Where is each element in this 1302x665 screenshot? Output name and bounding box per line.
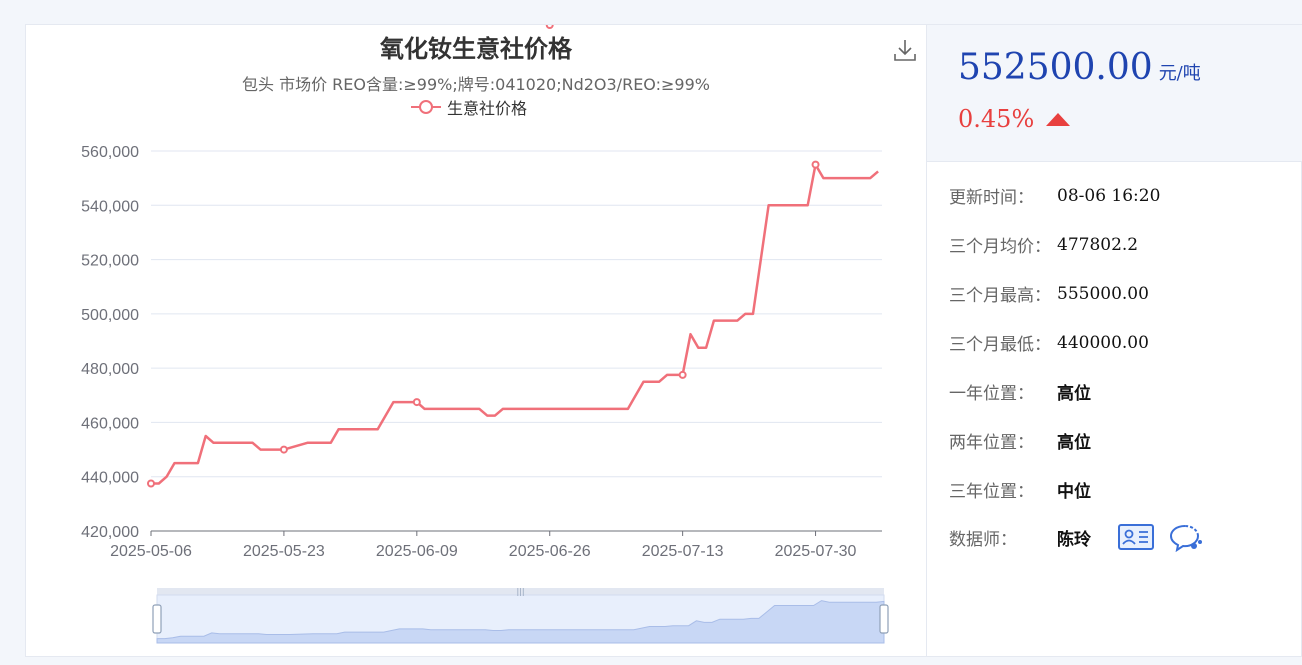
zoom-preview-area	[156, 600, 885, 644]
detail-update-time: 更新时间： 08-06 16:20	[949, 185, 1161, 209]
x-tick-label: 2025-06-26	[509, 543, 591, 560]
analyst-row: 数据师： 陈玲	[949, 522, 1205, 552]
zoom-handle-bar	[157, 588, 884, 595]
price-value: 552500.00	[958, 47, 1153, 88]
contact-card-icon[interactable]	[1117, 522, 1155, 552]
data-point	[678, 370, 687, 379]
price-chart[interactable]: 420,000 440,000 460,000 480,000 500,000 520,0…	[26, 25, 926, 656]
chart-panel: 420,000 440,000 460,000 480,000 500,000 520,0…	[26, 25, 926, 656]
x-tick-label: 2025-06-09	[376, 543, 458, 560]
y-tick-label: 420,000	[81, 524, 139, 541]
y-tick-label: 540,000	[81, 198, 139, 215]
price-summary: 552500.00 元/吨 0.45%	[927, 25, 1302, 162]
data-point	[412, 398, 421, 407]
detail-2y-position: 两年位置： 高位	[949, 433, 1091, 453]
detail-1y-position: 一年位置： 高位	[949, 384, 1091, 404]
zoom-handle	[152, 604, 162, 634]
chat-icon[interactable]	[1167, 522, 1205, 552]
x-tick-label: 2025-07-30	[775, 543, 857, 560]
legend-item[interactable]: 生意社价格	[411, 95, 527, 119]
main-container: 420,000 440,000 460,000 480,000 500,000 520,0…	[25, 24, 1302, 657]
legend-line-icon	[411, 100, 441, 114]
price-change: 0.45%	[958, 105, 1071, 133]
y-tick-label: 500,000	[81, 307, 139, 324]
zoom-grip-icon: |||	[516, 587, 524, 596]
download-icon[interactable]	[892, 37, 918, 63]
y-tick-label: 560,000	[81, 144, 139, 161]
chart-subtitle: 包头 市场价 REO含量:≥99%;牌号:041020;Nd2O3/REO:≥9…	[242, 75, 710, 94]
detail-3y-position: 三年位置： 中位	[949, 482, 1091, 502]
zoom-handle	[879, 604, 889, 634]
data-point	[545, 25, 554, 29]
x-tick-label: 2025-07-13	[642, 543, 724, 560]
x-tick-label: 2025-05-06	[110, 543, 192, 560]
data-point	[147, 479, 155, 488]
series-line	[151, 163, 879, 485]
y-tick-label: 480,000	[81, 361, 139, 378]
detail-max-price: 三个月最高： 555000.00	[949, 283, 1149, 307]
current-price: 552500.00 元/吨	[958, 47, 1201, 88]
x-tick-label: 2025-05-23	[243, 543, 325, 560]
change-value: 0.45%	[958, 105, 1035, 133]
detail-avg-price: 三个月均价： 477802.2	[949, 234, 1139, 258]
chart-title: 氧化钕生意社价格	[380, 35, 572, 63]
info-panel: 552500.00 元/吨 0.45% 更新时间： 08-06 16:20 三个月均…	[926, 25, 1302, 656]
data-point	[811, 160, 820, 169]
data-point	[279, 445, 288, 454]
y-tick-label: 460,000	[81, 415, 139, 432]
analyst-name: 陈玲	[1057, 529, 1091, 550]
y-tick-label: 520,000	[81, 253, 139, 270]
y-tick-label: 440,000	[81, 470, 139, 487]
detail-min-price: 三个月最低： 440000.00	[949, 332, 1149, 356]
legend-label: 生意社价格	[447, 99, 528, 118]
price-unit: 元/吨	[1158, 63, 1201, 84]
arrow-up-icon	[1046, 112, 1071, 126]
